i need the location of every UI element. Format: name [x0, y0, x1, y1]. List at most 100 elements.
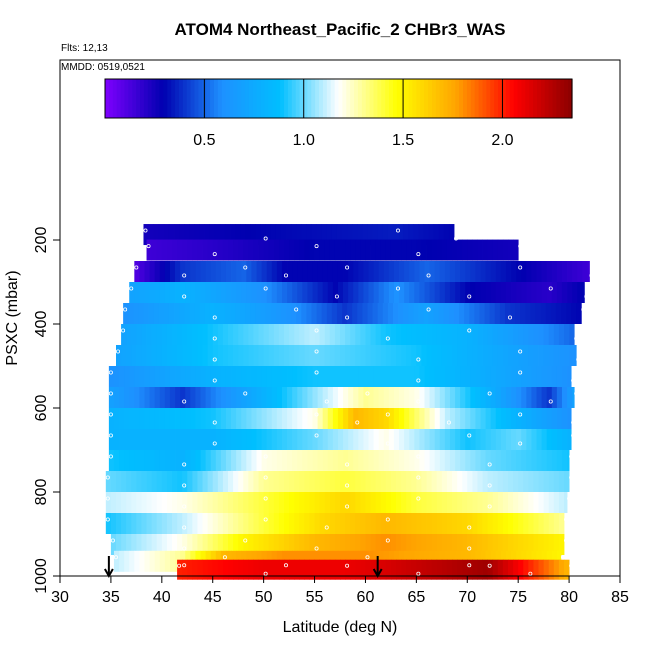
heatmap-cell	[236, 261, 242, 282]
sample-point	[212, 357, 217, 362]
heatmap-cell	[251, 366, 257, 387]
heatmap-cell	[280, 224, 287, 246]
colorbar-segment	[396, 79, 402, 118]
heatmap-cell	[455, 261, 461, 282]
heatmap-cell	[541, 366, 548, 387]
heatmap-cell	[523, 324, 529, 345]
colorbar-segment	[548, 79, 554, 118]
heatmap-cell	[480, 282, 486, 303]
heatmap-cell	[520, 303, 526, 324]
heatmap-cell	[511, 450, 517, 471]
heatmap-cell	[215, 261, 222, 282]
heatmap-cell	[495, 387, 502, 408]
heatmap-cell	[348, 282, 354, 303]
heatmap-cell	[443, 303, 450, 324]
heatmap-cell	[472, 492, 478, 513]
colorbar-segment	[533, 79, 538, 118]
heatmap-cell	[294, 345, 300, 366]
sample-point	[548, 286, 553, 291]
colorbar-segment	[175, 79, 180, 118]
heatmap-cell	[154, 550, 161, 572]
heatmap-cell	[489, 303, 496, 324]
heatmap-cell	[215, 387, 222, 408]
heatmap-cell	[163, 224, 170, 246]
heatmap-cell	[561, 366, 568, 387]
heatmap-cell	[250, 303, 256, 324]
x-tick-label: 70	[458, 589, 476, 606]
heatmap-cell	[464, 303, 470, 324]
heatmap-cell	[357, 303, 363, 324]
heatmap-cell	[134, 282, 140, 303]
heatmap-cell	[414, 408, 420, 429]
heatmap-cell	[296, 303, 302, 324]
heatmap-cell	[289, 513, 295, 534]
heatmap-cell	[467, 345, 473, 366]
heatmap-cell	[378, 261, 385, 282]
sample-point	[263, 496, 268, 501]
sample-point	[467, 546, 472, 551]
heatmap-cell	[129, 387, 135, 408]
heatmap-cell	[373, 282, 380, 303]
heatmap-cell	[297, 387, 303, 408]
heatmap-cell	[482, 239, 489, 261]
heatmap-cell	[187, 324, 193, 345]
heatmap-cell	[190, 261, 196, 282]
heatmap-cell	[248, 534, 254, 555]
colorbar-segment	[509, 79, 515, 118]
heatmap-cell	[105, 513, 112, 534]
sample-points	[105, 228, 594, 576]
heatmap-cell	[258, 324, 265, 345]
heatmap-cell	[383, 366, 390, 387]
heatmap-cell	[553, 345, 560, 366]
colorbar-segment	[241, 79, 246, 118]
heatmap-cell	[337, 261, 344, 282]
colorbar-segment	[284, 79, 289, 118]
heatmap-cell	[108, 429, 115, 450]
heatmap-cell	[161, 534, 168, 555]
heatmap-cell	[553, 492, 560, 513]
heatmap-cell	[558, 559, 565, 580]
colorbar-segment	[424, 79, 429, 118]
heatmap-cell	[363, 282, 369, 303]
heatmap-cell	[332, 408, 339, 429]
heatmap-cell	[276, 366, 283, 387]
heatmap-cell	[195, 261, 201, 282]
heatmap-cell	[332, 387, 339, 408]
heatmap-cell	[531, 282, 537, 303]
heatmap-cell	[569, 324, 575, 345]
heatmap-cell	[154, 408, 161, 429]
heatmap-cell	[485, 408, 492, 429]
heatmap-cell	[110, 471, 117, 492]
sample-point	[222, 555, 227, 560]
heatmap-cell	[508, 324, 514, 345]
heatmap-cell	[306, 303, 312, 324]
heatmap-cell	[455, 408, 461, 429]
heatmap-cell	[243, 471, 249, 492]
heatmap-cell	[241, 261, 247, 282]
heatmap-cell	[470, 429, 476, 450]
heatmap-cell	[350, 239, 356, 261]
sample-point	[487, 483, 492, 488]
heatmap-cell	[510, 303, 516, 324]
heatmap-cell	[266, 366, 273, 387]
heatmap-cell	[195, 282, 201, 303]
sample-point	[283, 273, 288, 278]
sample-point	[564, 517, 569, 522]
heatmap-cell	[521, 366, 527, 387]
colorbar-segment	[439, 79, 445, 118]
heatmap-cell	[235, 303, 241, 324]
heatmap-cell	[217, 559, 224, 580]
heatmap-cell	[508, 239, 514, 261]
sample-point	[589, 273, 594, 278]
heatmap-cell	[482, 492, 489, 513]
heatmap-cell	[324, 492, 331, 513]
heatmap-cell	[495, 450, 502, 471]
heatmap-cell	[340, 492, 346, 513]
heatmap-cell	[322, 408, 329, 429]
heatmap-cell	[217, 239, 224, 261]
heatmap-cell	[212, 559, 219, 580]
heatmap-cell	[314, 492, 321, 513]
heatmap-cell	[373, 429, 380, 450]
heatmap-cell	[126, 513, 132, 534]
heatmap-cell	[340, 345, 346, 366]
